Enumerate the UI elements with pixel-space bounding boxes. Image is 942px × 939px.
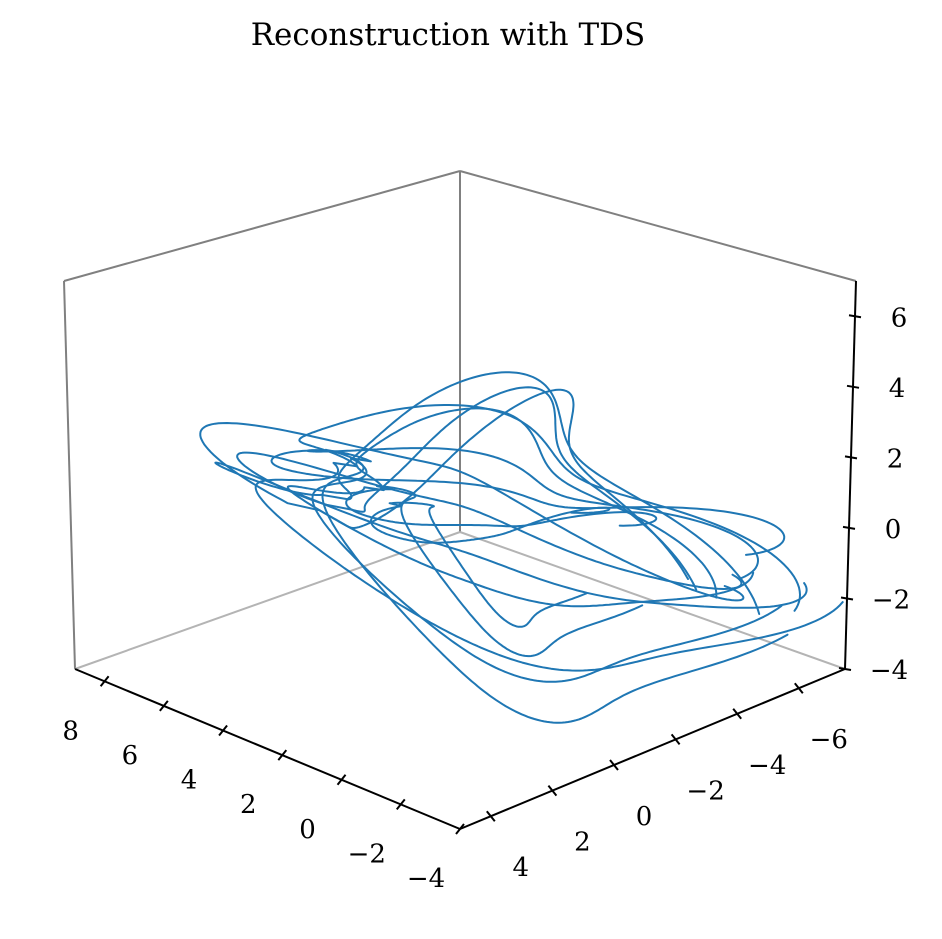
z-axis-tick-mark <box>842 525 856 530</box>
floor-left-edge <box>74 531 461 670</box>
z-axis-tick-mark <box>846 384 860 389</box>
back-left-vertical-edge <box>63 280 76 670</box>
y-axis-tick-mark <box>547 784 558 797</box>
trajectory-loop-7 <box>270 448 789 724</box>
z-axis-tick-label: 4 <box>889 374 906 404</box>
z-axis-tick-label: −4 <box>870 656 908 686</box>
z-axis-tick-mark <box>848 314 862 319</box>
y-axis-tick-mark <box>670 733 681 746</box>
y-axis-ticks: 4 2 0 −2 −4 −6 <box>486 682 848 883</box>
back-right-top-edge <box>459 170 857 282</box>
z-axis-tick-label: 6 <box>891 303 908 333</box>
x-axis-tick-mark <box>277 749 288 761</box>
x-axis-tick-mark <box>99 675 110 687</box>
y-axis-tick-mark <box>609 759 619 771</box>
trajectory-loop-5 <box>254 404 844 672</box>
z-axis-tick-mark <box>840 596 854 601</box>
x-axis-tick-label: 8 <box>62 716 79 746</box>
y-axis-tick-mark <box>486 810 496 822</box>
y-axis-line <box>459 668 846 830</box>
y-axis-tick-label: −6 <box>810 725 848 755</box>
x-axis-tick-label: 4 <box>181 766 198 796</box>
z-axis-tick-label: 2 <box>887 444 904 474</box>
x-axis-ticks: 8 6 4 2 0 −2 −4 <box>62 675 465 894</box>
x-axis-tick-mark <box>159 700 169 712</box>
axis-lines <box>74 280 857 830</box>
x-axis-tick-label: −2 <box>348 839 386 869</box>
x-axis-tick-mark <box>218 724 228 737</box>
x-axis-tick-label: −4 <box>407 864 445 894</box>
x-axis-tick-mark <box>336 774 347 786</box>
y-axis-tick-label: 0 <box>636 802 653 832</box>
trajectory-loop-8 <box>345 485 658 658</box>
trajectory-loop-1 <box>199 388 745 602</box>
x-axis-tick-label: 6 <box>122 741 139 771</box>
z-axis-tick-label: 0 <box>885 515 902 545</box>
x-axis-tick-mark <box>455 823 465 835</box>
x-axis-tick-mark <box>395 798 406 811</box>
chart-title: Reconstruction with TDS <box>251 17 646 53</box>
x-axis-tick-label: 0 <box>299 815 316 845</box>
z-axis-tick-mark <box>838 667 852 671</box>
trajectory-loop-9 <box>370 501 611 628</box>
trajectory-series <box>199 371 844 724</box>
y-axis-tick-label: 2 <box>574 828 591 858</box>
z-axis-line <box>844 280 857 670</box>
x-axis-tick-label: 2 <box>240 790 257 820</box>
back-left-top-edge <box>63 170 461 282</box>
x-axis-line <box>74 668 461 830</box>
z-axis-ticks: 6 4 2 0 −2 −4 <box>838 303 910 686</box>
axes-box <box>63 170 857 670</box>
trajectory-loop-3 <box>214 371 808 615</box>
y-axis-tick-label: −2 <box>686 776 724 806</box>
y-axis-tick-label: −4 <box>748 751 786 781</box>
y-axis-tick-mark <box>794 682 804 694</box>
trajectory-loop-4 <box>286 407 755 608</box>
z-axis-tick-mark <box>844 455 858 460</box>
z-axis-tick-label: −2 <box>872 585 910 615</box>
y-axis-tick-mark <box>732 708 742 720</box>
y-axis-tick-label: 4 <box>513 853 530 883</box>
